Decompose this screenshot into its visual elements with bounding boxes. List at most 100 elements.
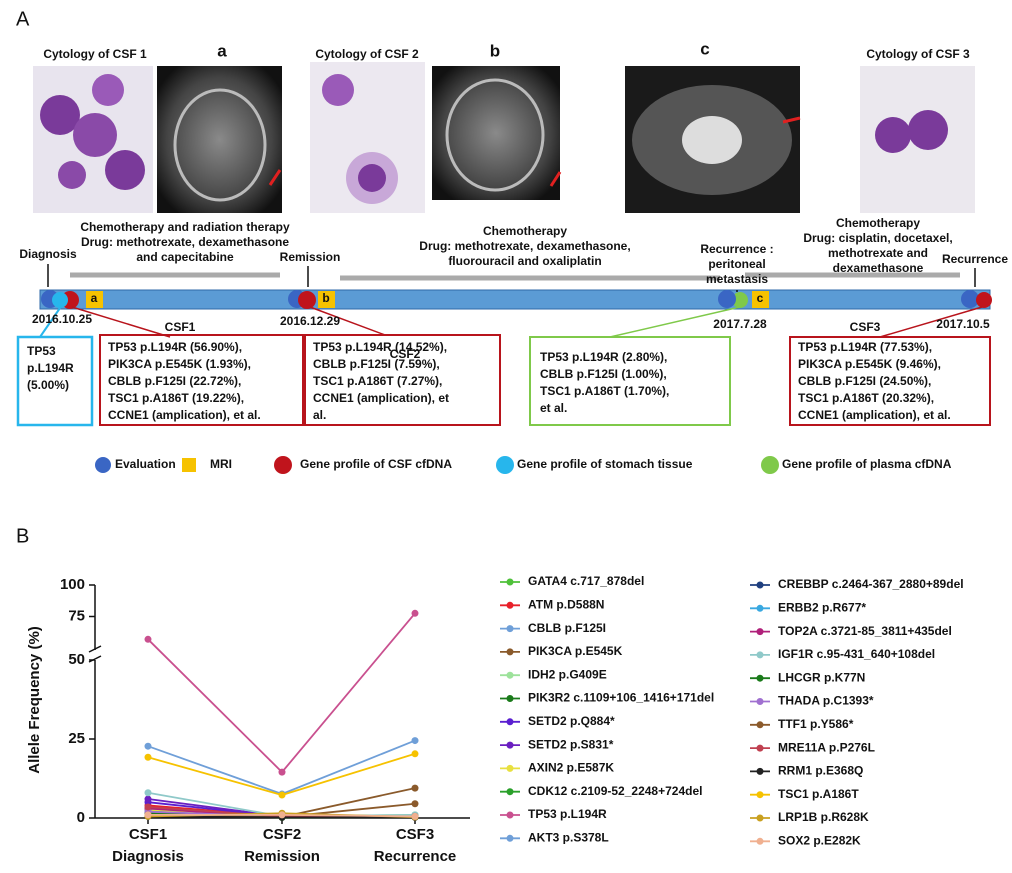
legend-label: IGF1R c.95-431_640+108del — [778, 647, 935, 661]
treatment-label: Drug: methotrexate, dexamethasone, — [419, 239, 630, 253]
mri-image — [432, 66, 560, 200]
box-text: CBLB p.F125I (1.00%), — [540, 367, 667, 381]
legend-label: TTF1 p.Y586* — [778, 717, 854, 731]
treatment-label: Drug: methotrexate, dexamethasone — [81, 235, 289, 249]
legend-marker — [756, 767, 764, 775]
legend-label: TSC1 p.A186T — [778, 787, 859, 801]
image-caption: c — [700, 39, 709, 58]
legend-label: PIK3CA p.E545K — [528, 644, 623, 658]
treatment-label: Chemotherapy — [836, 216, 920, 230]
box-text: TP53 p.L194R (56.90%), — [108, 340, 242, 354]
box-text: CBLB p.F125I (7.59%), — [313, 357, 440, 371]
date-label: 2017.7.28 — [713, 317, 767, 331]
legend-marker — [506, 788, 514, 796]
sample-label: CSF2 — [390, 347, 421, 361]
image-caption: Cytology of CSF 1 — [43, 47, 147, 61]
mri-letter: b — [322, 291, 329, 305]
legend-label: ATM p.D588N — [528, 597, 604, 611]
data-point — [278, 791, 286, 799]
legend-marker — [506, 718, 514, 726]
event-label: Remission — [280, 250, 341, 264]
x-tick-label: CSF3 — [396, 826, 434, 843]
legend-label: TP53 p.L194R — [528, 807, 607, 821]
legend-label: MRI — [210, 457, 232, 471]
legend-label: SETD2 p.S831* — [528, 737, 614, 751]
treatment-label: Chemotherapy and radiation therapy — [80, 220, 290, 234]
data-point — [144, 789, 152, 797]
box-text: CBLB p.F125I (22.72%), — [108, 374, 241, 388]
panel-label: A — [16, 8, 30, 30]
box-text: TP53 p.L194R (14.52%), — [313, 340, 447, 354]
panel-label: B — [16, 525, 29, 547]
box-text: p.L194R — [27, 361, 74, 375]
box-text: CCNE1 (amplication), et — [313, 391, 449, 405]
sample-label: CSF1 — [165, 320, 196, 334]
axis-break — [88, 655, 102, 663]
treatment-label: fluorouracil and oxaliplatin — [448, 254, 601, 268]
images — [33, 62, 975, 213]
legend-marker — [506, 671, 514, 679]
data-point — [411, 800, 419, 808]
legend-marker — [756, 791, 764, 799]
treatment-label: and capecitabine — [136, 250, 234, 264]
legend-marker — [506, 625, 514, 633]
image-caption: Cytology of CSF 2 — [315, 47, 419, 61]
date-label: 2016.12.29 — [280, 314, 340, 328]
legend-marker — [756, 744, 764, 752]
y-tick-label: 25 — [68, 730, 85, 747]
event-label: Recurrence : — [700, 242, 773, 256]
legend-marker — [756, 698, 764, 705]
y-tick-label: 0 — [77, 809, 85, 826]
legend-marker — [756, 721, 764, 729]
box-text: TSC1 p.A186T (1.70%), — [540, 384, 669, 398]
date-label: 2016.10.25 — [32, 312, 92, 326]
data-point — [144, 795, 152, 803]
data-point — [278, 768, 286, 776]
y-tick-label: 100 — [60, 576, 85, 593]
treatment-label: Drug: cisplatin, docetaxel, — [803, 231, 952, 245]
event-label: peritoneal — [708, 257, 765, 271]
mri-letter: a — [91, 291, 98, 305]
legend-marker — [506, 811, 514, 819]
legend-label: SOX2 p.E282K — [778, 833, 861, 847]
legend-marker — [506, 578, 514, 586]
axis-break — [88, 645, 102, 653]
data-point — [144, 753, 152, 761]
box-text: CBLB p.F125I (24.50%), — [798, 374, 931, 388]
event-label: Diagnosis — [19, 247, 77, 261]
legend-label: LRP1B p.R628K — [778, 810, 869, 824]
box-text: TSC1 p.A186T (7.27%), — [313, 374, 442, 388]
y-tick-label: 75 — [68, 607, 85, 624]
timeline — [16, 264, 992, 474]
x-tick-label: CSF1 — [129, 826, 167, 843]
series-line — [147, 612, 416, 774]
legend-label: Gene profile of stomach tissue — [517, 457, 693, 471]
box-text: PIK3CA p.E545K (9.46%), — [798, 357, 941, 371]
x-tick-sublabel: Diagnosis — [112, 848, 184, 865]
legend-label: CBLB p.F125I — [528, 621, 606, 635]
legend-marker — [506, 601, 514, 609]
legend-label: TOP2A c.3721-85_3811+435del — [778, 624, 952, 638]
legend-marker — [756, 628, 764, 636]
y-axis-label: Allele Frequency (%) — [26, 626, 43, 774]
legend-label: LHCGR p.K77N — [778, 670, 865, 684]
legend-label: Gene profile of CSF cfDNA — [300, 457, 452, 471]
x-tick-sublabel: Remission — [244, 848, 320, 865]
box-text: PIK3CA p.E545K (1.93%), — [108, 357, 251, 371]
legend-marker — [756, 814, 764, 822]
legend-marker — [756, 651, 764, 659]
image-caption: a — [217, 41, 227, 60]
legend-label: MRE11A p.P276L — [778, 740, 875, 754]
y-tick-label: 50 — [68, 651, 85, 668]
legend-marker — [756, 581, 764, 589]
treatment-label: dexamethasone — [833, 261, 924, 275]
data-point — [411, 737, 419, 745]
legend-label: THADA p.C1393* — [778, 694, 874, 708]
mri-letter: c — [757, 291, 764, 305]
box-text: (5.00%) — [27, 378, 69, 392]
data-point — [144, 742, 152, 750]
box-text: TSC1 p.A186T (19.22%), — [108, 391, 244, 405]
legend-label: CDK12 c.2109-52_2248+724del — [528, 784, 702, 798]
x-tick-label: CSF2 — [263, 826, 301, 843]
